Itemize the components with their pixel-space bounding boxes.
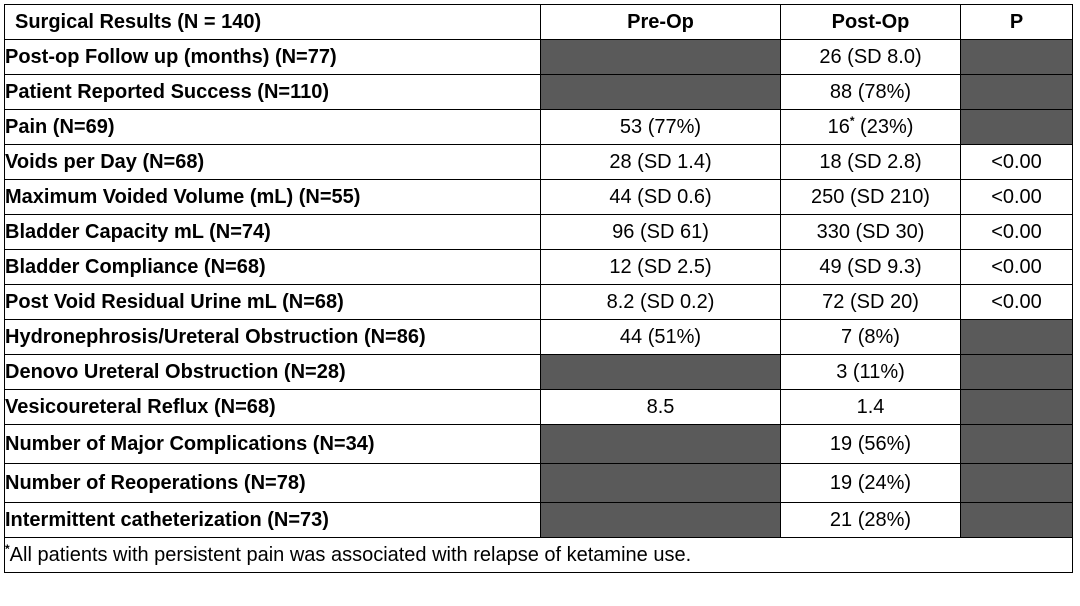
p-value-cell: <0.00 <box>960 179 1073 215</box>
post-op-cell: 26 (SD 8.0) <box>780 39 961 75</box>
p-value-cell-empty <box>960 424 1073 464</box>
post-op-cell: 330 (SD 30) <box>780 214 961 250</box>
post-op-cell: 7 (8%) <box>780 319 961 355</box>
row-label: Post-op Follow up (months) (N=77) <box>4 39 541 75</box>
row-label: Vesicoureteral Reflux (N=68) <box>4 389 541 425</box>
post-op-cell: 49 (SD 9.3) <box>780 249 961 285</box>
p-value-cell-empty <box>960 319 1073 355</box>
post-op-cell: 19 (56%) <box>780 424 961 464</box>
post-op-cell: 21 (28%) <box>780 502 961 538</box>
post-op-cell: 250 (SD 210) <box>780 179 961 215</box>
pre-op-cell-empty <box>540 502 781 538</box>
table-header-row: Surgical Results (N = 140) Pre-Op Post-O… <box>4 4 1073 40</box>
p-value-cell-empty <box>960 39 1073 75</box>
post-op-cell: 72 (SD 20) <box>780 284 961 320</box>
footnote-marker: * <box>849 113 855 128</box>
row-label: Voids per Day (N=68) <box>4 144 541 180</box>
footnote-text: All patients with persistent pain was as… <box>9 543 692 566</box>
results-table-container: Surgical Results (N = 140) Pre-Op Post-O… <box>4 4 1073 573</box>
header-p-value: P <box>960 4 1073 40</box>
post-op-cell: 16* (23%) <box>780 109 961 145</box>
row-label: Maximum Voided Volume (mL) (N=55) <box>4 179 541 215</box>
table-row: Pain (N=69) 53 (77%) 16* (23%) <box>4 109 1073 145</box>
footnote-marker: * <box>5 541 10 556</box>
header-post-op: Post-Op <box>780 4 961 40</box>
pre-op-cell: 96 (SD 61) <box>540 214 781 250</box>
pre-op-cell: 44 (SD 0.6) <box>540 179 781 215</box>
table-row: Bladder Compliance (N=68) 12 (SD 2.5) 49… <box>4 249 1073 285</box>
p-value-cell: <0.00 <box>960 214 1073 250</box>
row-label: Pain (N=69) <box>4 109 541 145</box>
p-value-cell: <0.00 <box>960 249 1073 285</box>
post-op-cell: 3 (11%) <box>780 354 961 390</box>
table-row: Denovo Ureteral Obstruction (N=28) 3 (11… <box>4 354 1073 390</box>
pre-op-cell: 44 (51%) <box>540 319 781 355</box>
post-op-value: 16 <box>827 115 850 138</box>
row-label: Bladder Compliance (N=68) <box>4 249 541 285</box>
post-op-percent: (23%) <box>854 115 914 138</box>
footnote-cell: *All patients with persistent pain was a… <box>4 537 1073 573</box>
row-label: Number of Major Complications (N=34) <box>4 424 541 464</box>
p-value-cell-empty <box>960 74 1073 110</box>
header-pre-op: Pre-Op <box>540 4 781 40</box>
table-row: Number of Major Complications (N=34) 19 … <box>4 424 1073 464</box>
pre-op-cell: 8.5 <box>540 389 781 425</box>
surgical-results-table: Surgical Results (N = 140) Pre-Op Post-O… <box>4 4 1073 573</box>
p-value-cell: <0.00 <box>960 144 1073 180</box>
p-value-cell-empty <box>960 502 1073 538</box>
row-label: Post Void Residual Urine mL (N=68) <box>4 284 541 320</box>
p-value-cell-empty <box>960 109 1073 145</box>
row-label: Hydronephrosis/Ureteral Obstruction (N=8… <box>4 319 541 355</box>
p-value-cell-empty <box>960 354 1073 390</box>
table-row: Vesicoureteral Reflux (N=68) 8.5 1.4 <box>4 389 1073 425</box>
table-row: Number of Reoperations (N=78) 19 (24%) <box>4 463 1073 503</box>
header-surgical-results: Surgical Results (N = 140) <box>4 4 541 40</box>
pre-op-cell: 28 (SD 1.4) <box>540 144 781 180</box>
post-op-cell: 18 (SD 2.8) <box>780 144 961 180</box>
row-label: Intermittent catheterization (N=73) <box>4 502 541 538</box>
table-row: Intermittent catheterization (N=73) 21 (… <box>4 502 1073 538</box>
post-op-cell: 88 (78%) <box>780 74 961 110</box>
post-op-cell: 19 (24%) <box>780 463 961 503</box>
pre-op-cell-empty <box>540 354 781 390</box>
p-value-cell-empty <box>960 463 1073 503</box>
table-row: Hydronephrosis/Ureteral Obstruction (N=8… <box>4 319 1073 355</box>
row-label: Denovo Ureteral Obstruction (N=28) <box>4 354 541 390</box>
table-row: Bladder Capacity mL (N=74) 96 (SD 61) 33… <box>4 214 1073 250</box>
p-value-cell-empty <box>960 389 1073 425</box>
pre-op-cell-empty <box>540 424 781 464</box>
p-value-cell: <0.00 <box>960 284 1073 320</box>
post-op-cell: 1.4 <box>780 389 961 425</box>
pre-op-cell: 53 (77%) <box>540 109 781 145</box>
footnote-row: *All patients with persistent pain was a… <box>4 537 1073 573</box>
row-label: Bladder Capacity mL (N=74) <box>4 214 541 250</box>
table-row: Post Void Residual Urine mL (N=68) 8.2 (… <box>4 284 1073 320</box>
table-row: Maximum Voided Volume (mL) (N=55) 44 (SD… <box>4 179 1073 215</box>
pre-op-cell: 8.2 (SD 0.2) <box>540 284 781 320</box>
table-row: Voids per Day (N=68) 28 (SD 1.4) 18 (SD … <box>4 144 1073 180</box>
table-row: Patient Reported Success (N=110) 88 (78%… <box>4 74 1073 110</box>
row-label: Patient Reported Success (N=110) <box>4 74 541 110</box>
row-label: Number of Reoperations (N=78) <box>4 463 541 503</box>
pre-op-cell-empty <box>540 463 781 503</box>
table-row: Post-op Follow up (months) (N=77) 26 (SD… <box>4 39 1073 75</box>
pre-op-cell: 12 (SD 2.5) <box>540 249 781 285</box>
pre-op-cell-empty <box>540 74 781 110</box>
pre-op-cell-empty <box>540 39 781 75</box>
